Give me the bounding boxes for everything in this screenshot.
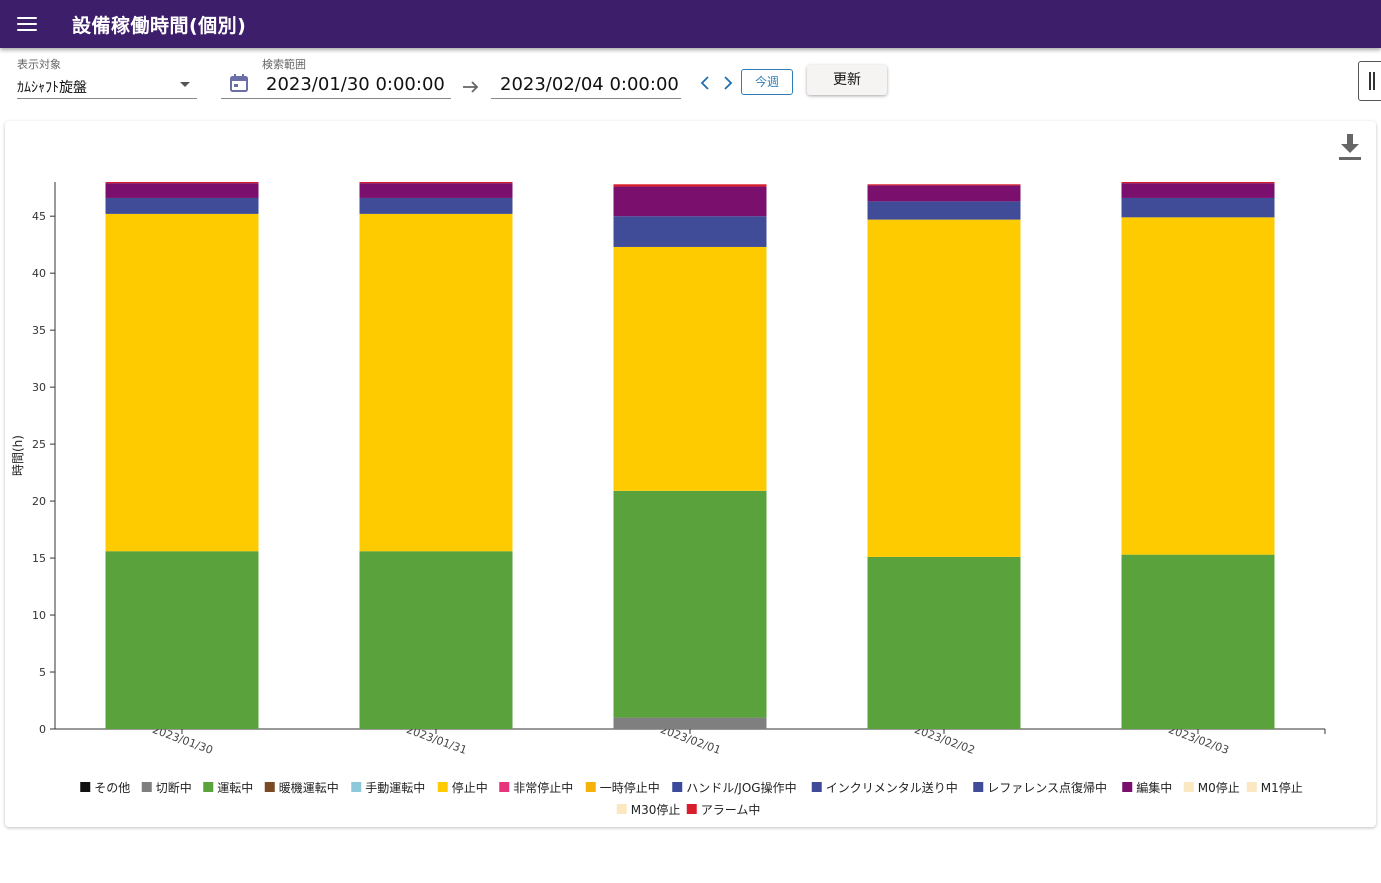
bar-segment [613,490,767,718]
chevron-left-icon[interactable] [699,75,711,91]
bar-segment [613,717,767,729]
bar-segment [359,183,513,198]
page-title: 設備稼働時間(個別) [72,15,247,37]
legend-swatch [437,782,448,792]
legend-swatch [1183,782,1194,792]
y-tick-label: 40 [32,267,46,280]
bar-segment [105,213,259,552]
legend-swatch [585,782,596,792]
bar-segment [613,216,767,247]
legend-label: アラーム中 [701,802,761,817]
y-tick-label: 30 [32,381,46,394]
y-tick-label: 0 [39,723,46,736]
bar-segment [359,182,513,184]
legend-label: 停止中 [452,780,488,795]
chevron-down-icon[interactable] [180,82,190,87]
bar-segment [867,184,1021,186]
bar-segment [1121,182,1275,184]
legend-label: M30停止 [631,802,681,817]
app-bar: 設備稼働時間(個別) [0,0,1381,48]
side-panel-button[interactable] [1358,61,1381,101]
arrow-right-icon [463,81,479,93]
legend-label: 手動運転中 [365,780,425,795]
legend-label: 切断中 [156,780,192,795]
end-date-underline [491,98,681,99]
legend-label: M1停止 [1261,780,1303,795]
bar-segment [613,184,767,187]
legend-label: 運転中 [217,780,253,795]
target-select[interactable]: ｶﾑｼｬﾌﾄ旋盤 [17,80,87,96]
legend-swatch [672,782,683,792]
legend-label: ハンドル/JOG操作中 [686,780,796,795]
legend-label: その他 [94,781,130,795]
y-tick-label: 35 [32,324,46,337]
y-tick-label: 45 [32,210,46,223]
legend-label: 非常停止中 [513,780,573,795]
chart-legend: その他 切断中 運転中 暖機運転中 手動運転中 停止中 非常停止中 一時停止中 ハンドル/JOG… [80,780,1303,817]
legend-swatch [141,782,152,792]
download-icon[interactable] [1338,133,1362,161]
legend-label: 暖機運転中 [279,780,339,795]
legend-label: 編集中 [1136,780,1172,795]
menu-icon[interactable] [16,13,38,35]
calendar-icon[interactable] [229,73,249,93]
y-tick-label: 15 [32,552,46,565]
bar-segment [1121,554,1275,729]
start-date-input[interactable]: 2023/01/30 0:00:00 [266,74,445,95]
bar-segment [867,201,1021,220]
y-tick-label: 10 [32,609,46,622]
bar-segment [359,213,513,552]
legend-swatch [1246,782,1257,792]
legend-swatch [264,782,275,792]
target-label: 表示対象 [17,58,61,71]
end-date-input[interactable]: 2023/02/04 0:00:00 [500,74,679,95]
bar-segment [105,183,259,198]
y-tick-label: 5 [39,666,46,679]
target-underline [17,98,197,99]
range-label: 検索範囲 [262,58,306,71]
bar-segment [1121,183,1275,198]
bar-segment [1121,197,1275,218]
bar-segment [105,182,259,184]
legend-swatch [80,782,91,792]
bar-segment [613,246,767,491]
bar-segment [359,197,513,214]
legend-swatch [973,782,984,792]
bar-segment [867,219,1021,557]
y-axis-label: 時間(h) [11,435,25,476]
legend-label: レファレンス点復帰中 [987,780,1107,795]
legend-swatch [616,804,627,814]
bar-segment [105,551,259,729]
bar-segment [867,185,1021,202]
legend-swatch [686,804,697,814]
bar-segment [867,556,1021,729]
chevron-right-icon[interactable] [722,75,734,91]
bar-segment [613,186,767,217]
legend-label: M0停止 [1198,780,1240,795]
bar-segment [1121,217,1275,555]
y-tick-label: 20 [32,495,46,508]
update-button[interactable]: 更新 [807,65,887,95]
legend-swatch [499,782,510,792]
legend-label: インクリメンタル送り中 [826,780,958,795]
bar-segment [105,197,259,214]
bar-segment [359,551,513,729]
chart-bars [105,182,1275,729]
legend-swatch [811,782,822,792]
legend-label: 一時停止中 [600,780,660,795]
legend-swatch [203,782,214,792]
y-tick-label: 25 [32,438,46,451]
start-date-underline [221,98,451,99]
legend-swatch [351,782,362,792]
legend-swatch [1122,782,1133,792]
this-week-button[interactable]: 今週 [741,69,793,95]
